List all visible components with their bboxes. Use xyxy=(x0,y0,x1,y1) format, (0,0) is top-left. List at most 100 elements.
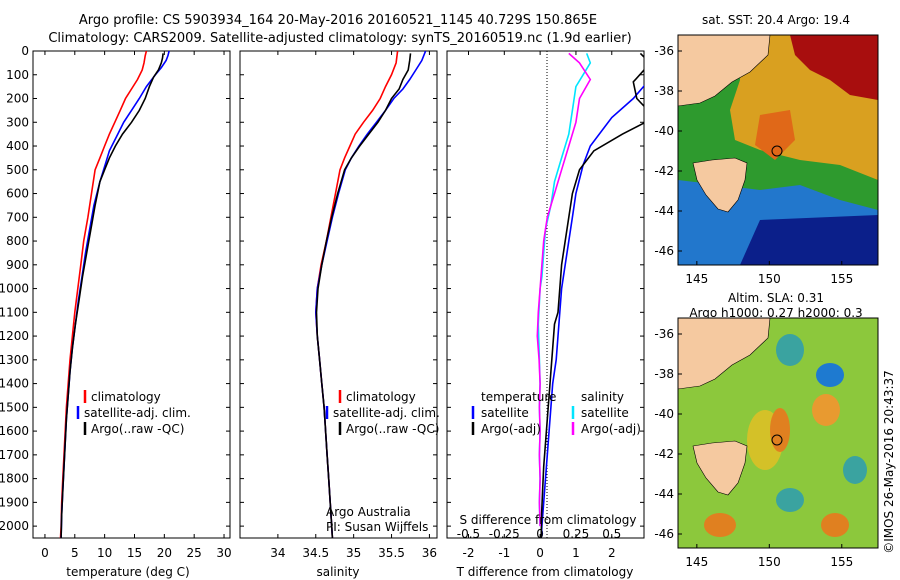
difference-series xyxy=(536,52,644,538)
legend-label-satellite: satellite-adj. clim. xyxy=(333,406,440,420)
lat-tick-label: -46 xyxy=(654,244,674,258)
x-tick-label: -1 xyxy=(498,546,510,560)
depth-tick-label: 0 xyxy=(21,44,29,58)
x-tick-label: 36 xyxy=(422,546,437,560)
x-tick-label: 25 xyxy=(187,546,202,560)
series-line-argo-raw-qc- xyxy=(315,53,412,538)
depth-tick-label: 100 xyxy=(6,68,29,82)
tasmania-landmass xyxy=(692,157,748,213)
tasmania-landmass xyxy=(692,440,748,496)
depth-tick-label: 1900 xyxy=(0,495,29,509)
temperature-xlabel: temperature (deg C) xyxy=(66,565,189,579)
depth-tick-label: 200 xyxy=(6,92,29,106)
sla-anomaly-high xyxy=(704,513,736,537)
temperature-legend: climatology satellite-adj. clim. Argo(..… xyxy=(76,390,191,436)
x-tick-label: 1 xyxy=(572,546,580,560)
difference-plot-frame xyxy=(446,50,645,539)
legend-label-t-argo: Argo(-adj) xyxy=(481,422,541,436)
salinity-plot-frame xyxy=(239,50,438,539)
depth-tick-label: 600 xyxy=(6,187,29,201)
mainland-landmass xyxy=(678,318,771,390)
difference-legend: temperature satellite Argo(-adj) salinit… xyxy=(471,390,641,436)
legend-label-t-satellite: satellite xyxy=(481,406,529,420)
series-line-s-argo-adj- xyxy=(536,52,592,527)
x-tick-label: 15 xyxy=(127,546,142,560)
salinity-x-axis: 34 34.5 35 35.5 36 xyxy=(270,51,437,560)
depth-tick-label: 1200 xyxy=(0,329,29,343)
depth-axis: 0 100 200 300 400 500 600 700 800 900 1000 1100 1200… xyxy=(0,44,644,533)
salinity-legend: climatology satellite-adj. clim. Argo(..… xyxy=(325,390,440,534)
x-tick-label: 30 xyxy=(216,546,231,560)
depth-tick-label: 300 xyxy=(6,115,29,129)
s-tick-label: -0.25 xyxy=(489,527,520,541)
depth-tick-label: 800 xyxy=(6,234,29,248)
sla-anomaly-high xyxy=(821,513,849,537)
lat-tick-label: -36 xyxy=(654,44,674,58)
legend-label-satellite: satellite-adj. clim. xyxy=(84,406,191,420)
legend-label-climatology: climatology xyxy=(91,390,161,404)
sst-cold-zone xyxy=(740,215,878,265)
lat-tick-label: -44 xyxy=(654,204,674,218)
sla-anomaly-low xyxy=(776,334,804,366)
lon-tick-label: 150 xyxy=(758,272,781,286)
difference-xlabel: T difference from climatology xyxy=(456,565,634,579)
lon-tick-label: 150 xyxy=(758,555,781,569)
depth-tick-label: 1500 xyxy=(0,400,29,414)
sla-map-subtitle: Argo h1000: 0.27 h2000: 0.3 xyxy=(689,306,862,320)
sla-map-frame xyxy=(677,317,879,549)
temperature-series xyxy=(59,51,170,538)
sst-map-title: sat. SST: 20.4 Argo: 19.4 xyxy=(702,13,850,27)
legend-label-s-argo: Argo(-adj) xyxy=(581,422,641,436)
lat-tick-label: -40 xyxy=(654,124,674,138)
legend-label-argo: Argo(..raw -QC) xyxy=(91,422,184,436)
depth-tick-label: 700 xyxy=(6,210,29,224)
lat-tick-label: -40 xyxy=(654,407,674,421)
sla-map-axes: 145 150 155 -36 -38 -40 -42 -44 -46 xyxy=(654,327,853,569)
sst-map-axes: 145 150 155 -36 -38 -40 -42 -44 -46 xyxy=(654,44,853,286)
legend-title-salinity: salinity xyxy=(581,390,624,404)
series-line-t-argo-adj- xyxy=(540,52,644,538)
depth-tick-label: 1600 xyxy=(0,424,29,438)
figure-subtitle: Climatology: CARS2009. Satellite-adjuste… xyxy=(48,31,631,46)
figure-title: Argo profile: CS 5903934_164 20-May-2016… xyxy=(79,13,597,28)
depth-tick-label: 2000 xyxy=(0,519,29,533)
annotation-pi: PI: Susan Wijffels xyxy=(326,520,428,534)
depth-tick-label: 1100 xyxy=(0,305,29,319)
salinity-series xyxy=(314,51,427,538)
depth-tick-label: 500 xyxy=(6,163,29,177)
lat-tick-label: -36 xyxy=(654,327,674,341)
lon-tick-label: 145 xyxy=(685,272,708,286)
depth-tick-label: 1700 xyxy=(0,448,29,462)
depth-tick-label: 400 xyxy=(6,139,29,153)
x-tick-label: 20 xyxy=(157,546,172,560)
x-tick-label: 35.5 xyxy=(378,546,405,560)
sla-anomaly-low xyxy=(816,363,844,387)
s-tick-label: 0.5 xyxy=(602,527,621,541)
mainland-landmass xyxy=(678,35,771,107)
salinity-xlabel: salinity xyxy=(316,565,359,579)
x-tick-label: -2 xyxy=(463,546,475,560)
depth-tick-label: 1300 xyxy=(0,353,29,367)
legend-label-climatology: climatology xyxy=(346,390,416,404)
lat-tick-label: -42 xyxy=(654,164,674,178)
annotation-argo-australia: Argo Australia xyxy=(326,505,411,519)
s-tick-label: 0.25 xyxy=(563,527,590,541)
lon-tick-label: 155 xyxy=(830,555,853,569)
lon-tick-label: 155 xyxy=(830,272,853,286)
lat-tick-label: -44 xyxy=(654,487,674,501)
x-tick-label: 2 xyxy=(608,546,616,560)
x-tick-label: 5 xyxy=(71,546,79,560)
depth-tick-label: 1000 xyxy=(0,282,29,296)
lat-tick-label: -38 xyxy=(654,84,674,98)
depth-tick-label: 900 xyxy=(6,258,29,272)
imos-timestamp: ©IMOS 26-May-2016 20:43:37 xyxy=(882,370,896,554)
sst-hot-zone xyxy=(790,35,878,100)
s-tick-label: 0 xyxy=(536,527,544,541)
sla-map xyxy=(678,318,878,548)
legend-label-argo: Argo(..raw -QC) xyxy=(346,422,439,436)
temperature-x-axis: 0 5 10 15 20 25 30 xyxy=(41,51,232,560)
sla-map-title: Altim. SLA: 0.31 xyxy=(728,291,824,305)
legend-title-temperature: temperature xyxy=(481,390,556,404)
lon-tick-label: 145 xyxy=(685,555,708,569)
